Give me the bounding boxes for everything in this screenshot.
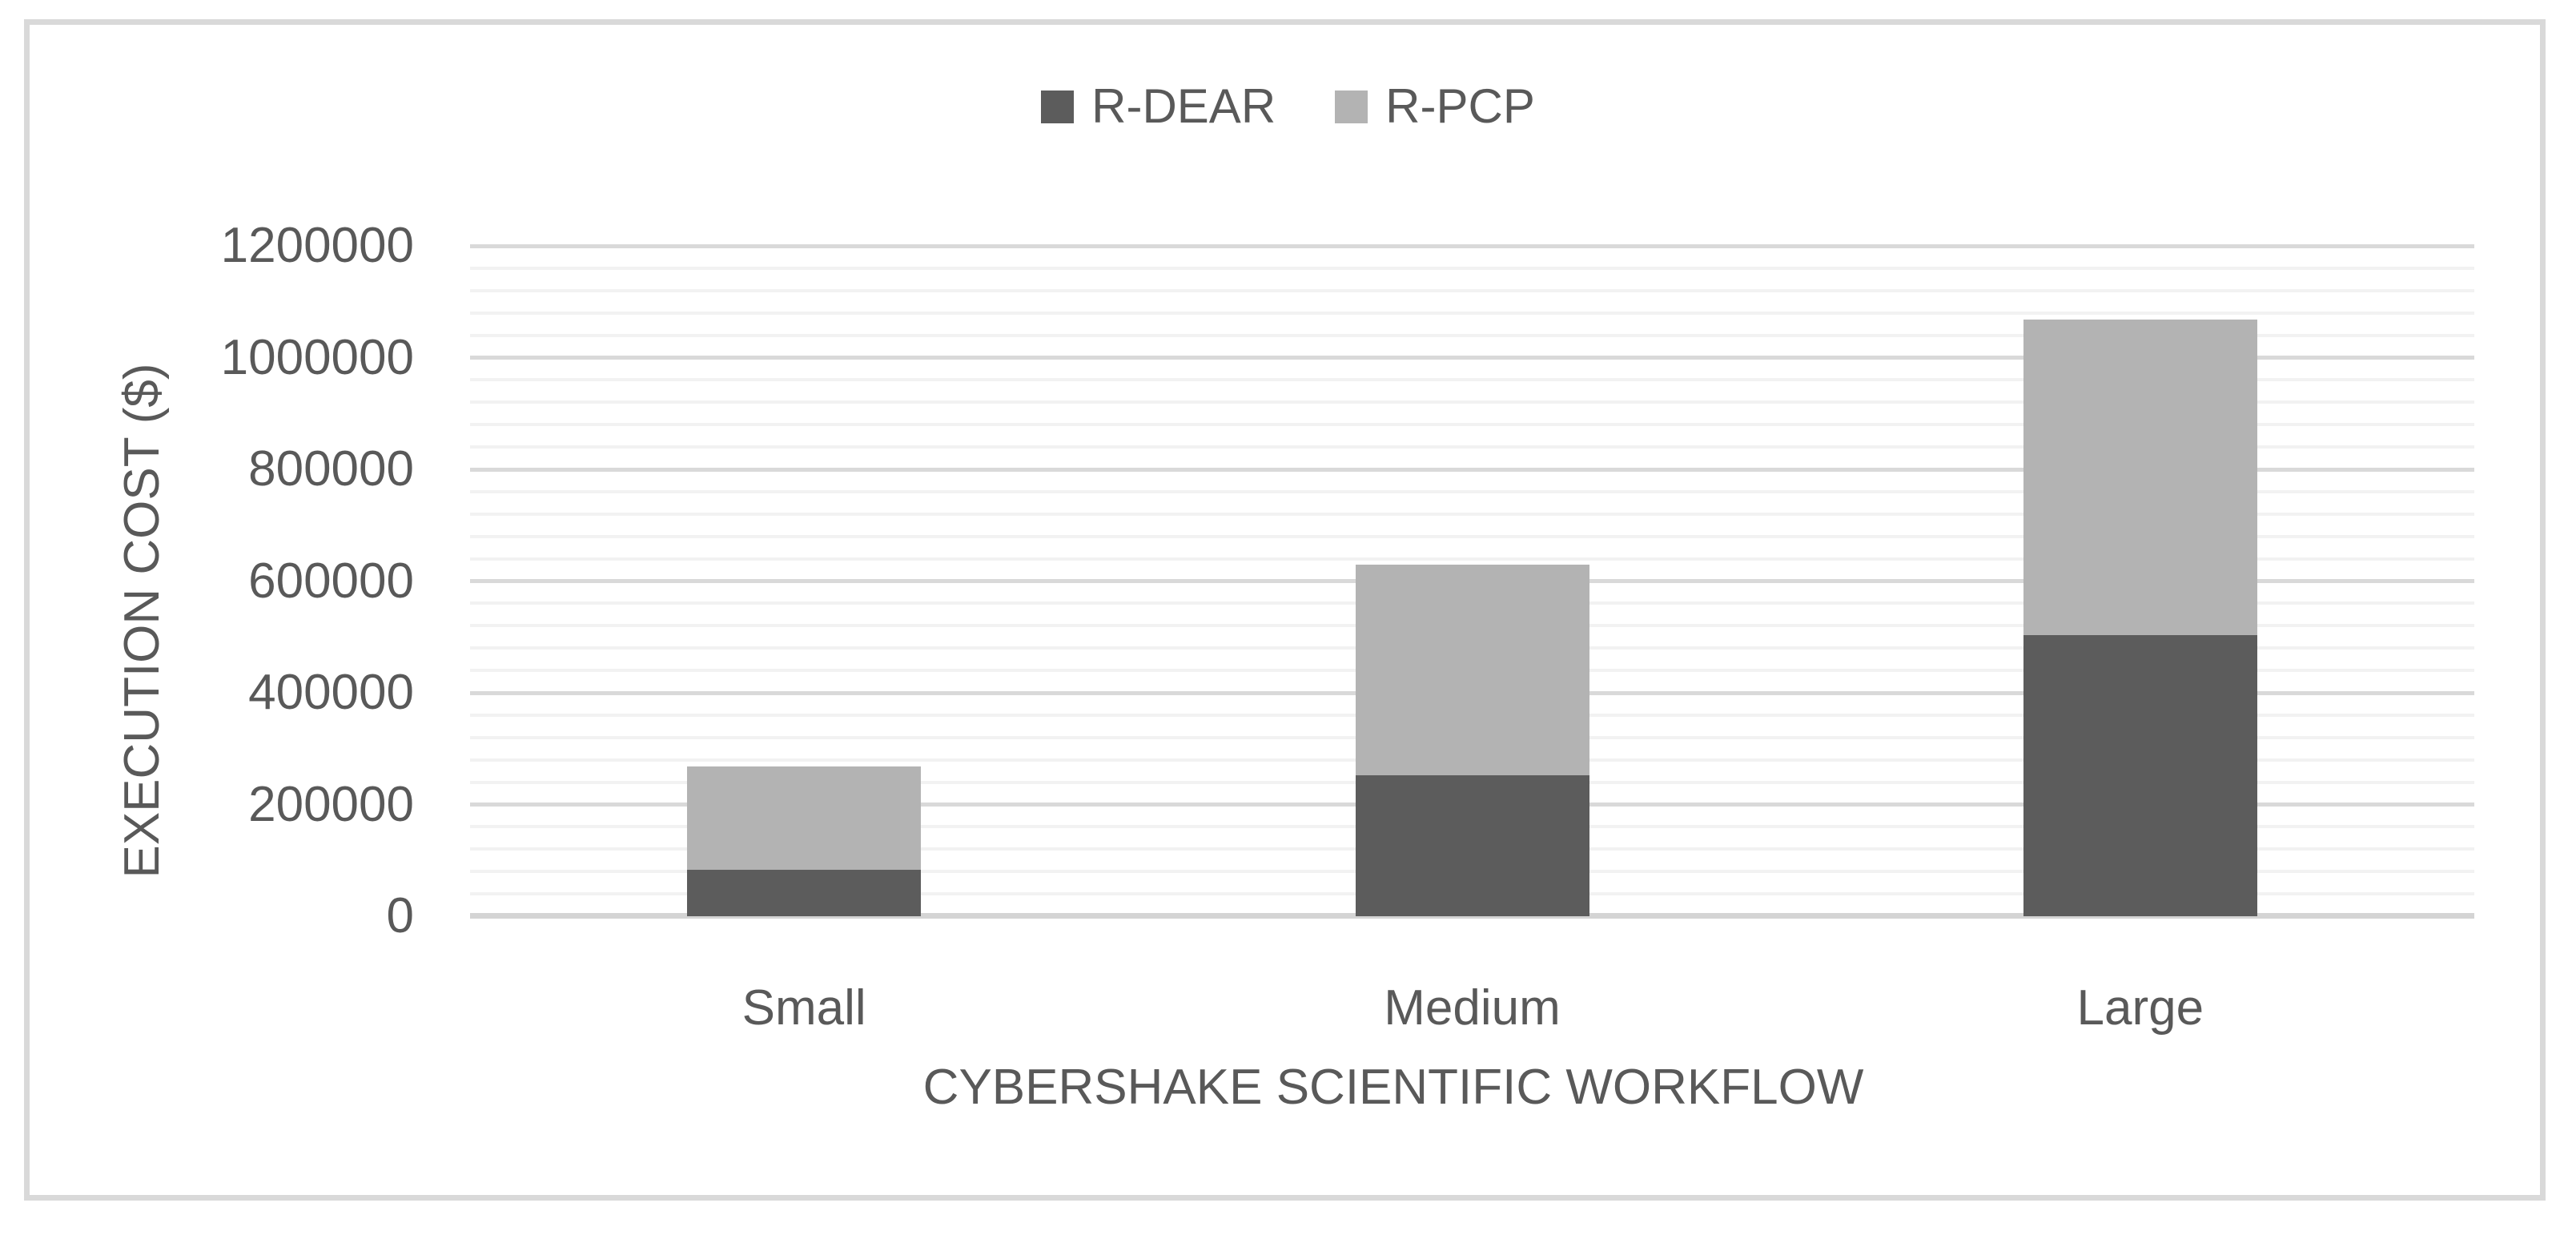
y-tick-label-0: 0 (386, 888, 414, 943)
y-tick-label-1000000: 1000000 (220, 329, 414, 385)
gridline-minor (470, 311, 2474, 315)
x-axis-title: CYBERSHAKE SCIENTIFIC WORKFLOW (922, 1060, 1864, 1115)
bar-segment-r-pcp-small (687, 766, 922, 871)
x-tick-label-medium: Medium (1384, 980, 1561, 1036)
y-tick-label-400000: 400000 (248, 665, 414, 720)
legend-item-r-dear: R-DEAR (1041, 82, 1276, 131)
y-tick-label-1200000: 1200000 (220, 218, 414, 273)
gridline-minor (470, 400, 2474, 404)
gridline-major (470, 243, 2474, 248)
gridline-minor (470, 423, 2474, 427)
y-tick-label-600000: 600000 (248, 553, 414, 609)
gridline-minor (470, 534, 2474, 538)
bar-segment-r-dear-large (2023, 635, 2257, 916)
legend-label-r-pcp: R-PCP (1385, 79, 1535, 133)
legend-item-r-pcp: R-PCP (1335, 82, 1535, 131)
plot-area (470, 243, 2474, 919)
x-tick-label-large: Large (2076, 980, 2204, 1036)
bar-segment-r-pcp-large (2023, 320, 2257, 636)
gridline-minor (470, 333, 2474, 337)
gridline-minor (470, 557, 2474, 561)
legend-marker-r-dear (1041, 90, 1075, 123)
legend-label-r-dear: R-DEAR (1091, 79, 1276, 133)
y-tick-label-200000: 200000 (248, 776, 414, 832)
bar-segment-r-dear-small (687, 870, 922, 916)
gridline-minor (470, 266, 2474, 270)
bar-segment-r-pcp-medium (1355, 564, 1589, 776)
gridline-minor (470, 378, 2474, 382)
gridline-minor (470, 489, 2474, 493)
gridline-major (470, 356, 2474, 360)
y-tick-label-800000: 800000 (248, 441, 414, 497)
bar-segment-r-dear-medium (1355, 775, 1589, 916)
gridline-minor (470, 288, 2474, 292)
legend: R-DEAR R-PCP (0, 82, 2576, 131)
x-tick-label-small: Small (741, 980, 866, 1036)
gridline-major (470, 467, 2474, 472)
gridline-minor (470, 445, 2474, 449)
legend-marker-r-pcp (1335, 90, 1368, 123)
gridline-minor (470, 512, 2474, 516)
y-axis-title: EXECUTION COST ($) (115, 363, 170, 879)
